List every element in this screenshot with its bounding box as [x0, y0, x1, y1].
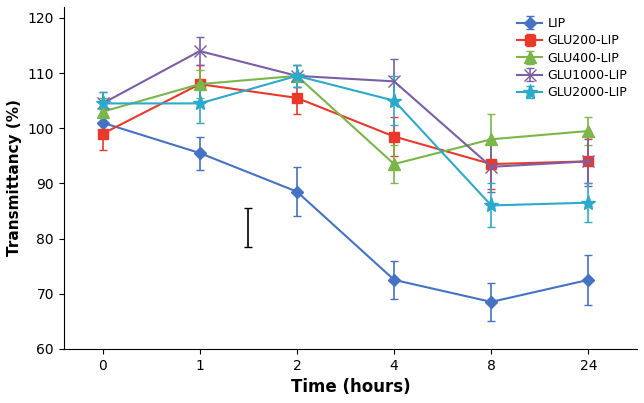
- Y-axis label: Transmittancy (%): Transmittancy (%): [7, 100, 22, 256]
- Legend: LIP, GLU200-LIP, GLU400-LIP, GLU1000-LIP, GLU2000-LIP: LIP, GLU200-LIP, GLU400-LIP, GLU1000-LIP…: [513, 13, 631, 103]
- X-axis label: Time (hours): Time (hours): [290, 378, 410, 396]
